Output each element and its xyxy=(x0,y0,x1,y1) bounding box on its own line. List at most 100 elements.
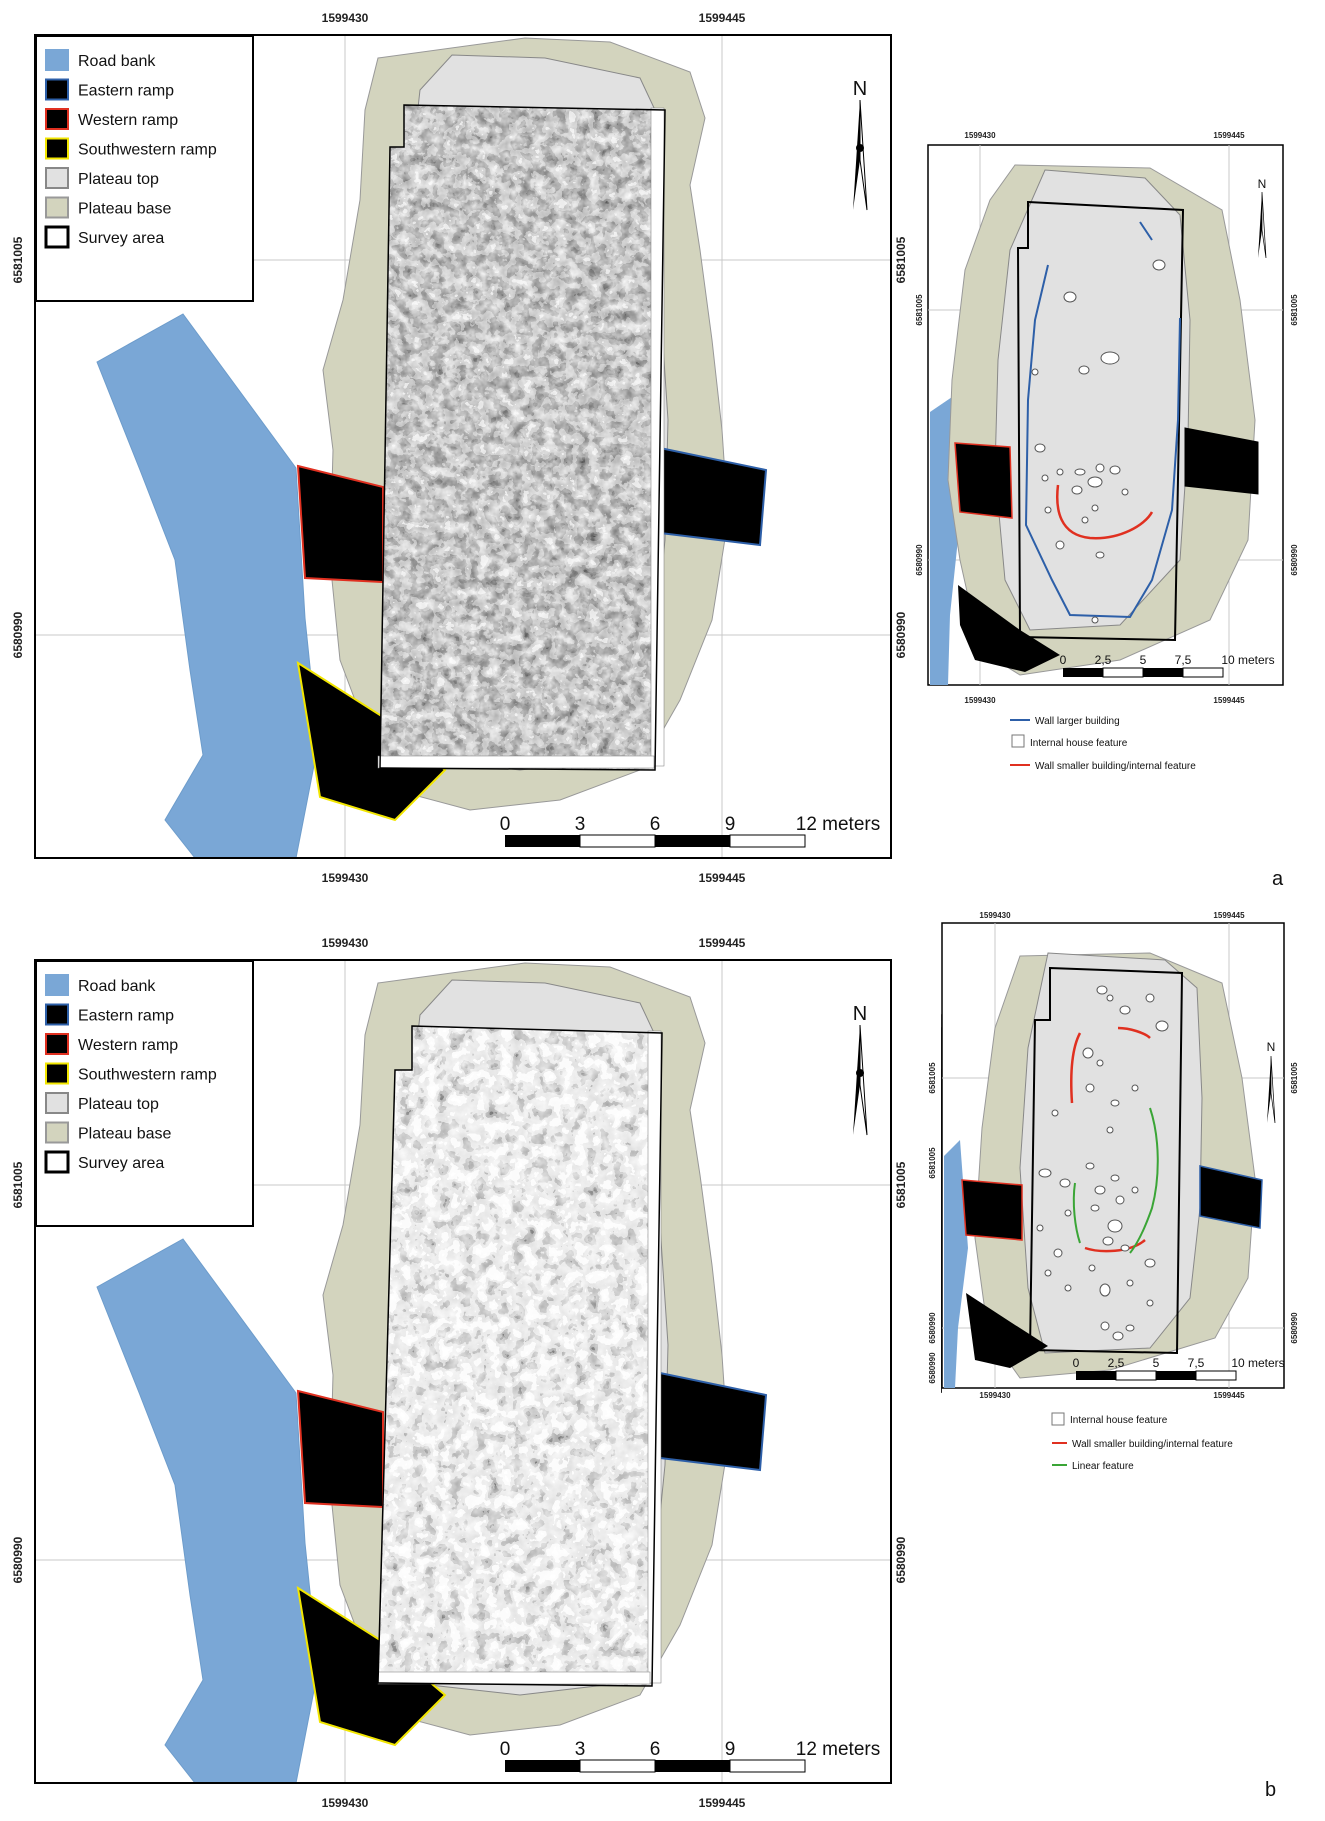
main-map-b: Road bank Eastern ramp Western ramp Southwe… xyxy=(35,960,891,1783)
inset-coord-y: 6580990 xyxy=(928,1352,937,1384)
linear-feature xyxy=(1129,1107,1159,1254)
inset-legend-item: Wall larger building xyxy=(1035,716,1120,727)
legend-label: Eastern ramp xyxy=(78,83,174,100)
panel-letter: a xyxy=(1272,868,1284,890)
inset-scale-tick: 5 xyxy=(1140,653,1147,667)
inset-scale-tick: 5 xyxy=(1153,1356,1160,1370)
coord-x-bottom-1: 1599430 xyxy=(322,871,369,885)
internal-house-features xyxy=(1036,985,1169,1341)
inset-coord-y: 6581005 xyxy=(928,1062,937,1094)
legend-swatch xyxy=(45,1033,69,1055)
legend-swatch xyxy=(45,108,69,130)
legend-label: Western ramp xyxy=(78,1037,178,1054)
southwestern-ramp xyxy=(296,660,447,822)
legend-label: Western ramp xyxy=(78,112,178,129)
coord-y-left-1: 6581005 xyxy=(11,1161,25,1208)
coord-y-right-2: 6580990 xyxy=(894,1536,908,1583)
inset-plateau-top xyxy=(1019,952,1203,1354)
inset-north-label: N xyxy=(1267,1040,1276,1054)
scale-tick: 6 xyxy=(650,1739,661,1760)
inset-legend-b: Internal house feature Wall smaller buil… xyxy=(1051,1412,1233,1472)
wall-larger-building xyxy=(1139,221,1153,241)
coord-y-left-1: 6581005 xyxy=(11,236,25,283)
scale-tick: 6 xyxy=(650,814,661,835)
legend-swatch xyxy=(45,167,69,189)
coord-x-bottom-2: 1599445 xyxy=(699,871,746,885)
legend-swatch xyxy=(45,1003,69,1026)
legend-label: Survey area xyxy=(78,1155,164,1172)
inset-eastern-ramp xyxy=(1199,1165,1263,1229)
road-bank xyxy=(96,313,319,858)
inset-legend-a: Wall larger building Internal house feat… xyxy=(1010,716,1196,772)
inset-survey-outline xyxy=(1016,200,1185,642)
survey-area-outline xyxy=(379,104,666,771)
inset-coord-y: 6580990 xyxy=(928,1312,937,1344)
inset-coord-y: 6581005 xyxy=(915,294,924,326)
legend-swatch xyxy=(44,1150,70,1174)
legend-label: Plateau top xyxy=(78,171,159,188)
scale-tick: 9 xyxy=(725,814,736,835)
coord-y-right-2: 6580990 xyxy=(894,611,908,658)
main-legend-a: Road bank Eastern ramp Western ramp Southwe… xyxy=(35,35,254,302)
wall-smaller-building xyxy=(1070,1032,1082,1104)
scale-end-label: 12 meters xyxy=(796,814,880,835)
coord-x-top-1: 1599430 xyxy=(322,11,369,25)
inset-scale-tick: 7,5 xyxy=(1175,653,1192,667)
inset-scale-tick: 2,5 xyxy=(1108,1356,1125,1370)
main-scale-bar-a: 0 3 6 9 12 meters xyxy=(500,814,880,848)
inset-western-ramp xyxy=(961,1179,1023,1241)
inset-coord-x: 1599430 xyxy=(979,1391,1011,1400)
road-bank xyxy=(96,1238,319,1783)
coord-x-top-2: 1599445 xyxy=(699,936,746,950)
scale-tick: 3 xyxy=(575,1739,586,1760)
main-legend-b: Road bank Eastern ramp Western ramp Southwe… xyxy=(35,960,254,1227)
inset-scale-end-label: 10 meters xyxy=(1221,653,1274,667)
main-map-a: Road bank Eastern ramp Western ramp Southwe… xyxy=(35,35,891,858)
wall-smaller-building xyxy=(1056,484,1154,540)
legend-swatch xyxy=(45,1062,69,1085)
north-arrow-icon: N xyxy=(853,78,868,211)
inset-legend-item: Linear feature xyxy=(1072,1461,1134,1472)
inset-north-arrow-icon: N xyxy=(1258,177,1267,259)
inset-southwestern-ramp xyxy=(966,1293,1048,1368)
panel-letter: b xyxy=(1265,1779,1276,1801)
coord-y-left-2: 6580990 xyxy=(11,611,25,658)
coord-y-right-1: 6581005 xyxy=(894,1161,908,1208)
panel-a-svg: 1599430 1599445 1599430 1599445 6581005 … xyxy=(11,11,1299,890)
coord-y-left-2: 6580990 xyxy=(11,1536,25,1583)
legend-label: Plateau top xyxy=(78,1096,159,1113)
inset-scale-bar-a: 0 2,5 5 7,5 10 meters xyxy=(1060,653,1275,678)
inset-coord-x: 1599445 xyxy=(1213,131,1245,140)
scale-tick: 0 xyxy=(500,1739,511,1760)
coord-y-right-1: 6581005 xyxy=(894,236,908,283)
legend-label: Eastern ramp xyxy=(78,1008,174,1025)
inset-road-bank xyxy=(944,1140,968,1388)
main-map-frame xyxy=(34,34,892,859)
inset-coord-y: 6581005 xyxy=(1290,294,1299,326)
inset-legend-item: Wall smaller building/internal feature xyxy=(1035,761,1196,772)
inset-north-arrow-icon: N xyxy=(1267,1040,1276,1124)
legend-swatch xyxy=(45,1121,69,1144)
legend-label: Plateau base xyxy=(78,201,172,218)
inset-scale-bar-b: 0 2,5 5 7,5 10 meters xyxy=(1073,1356,1285,1381)
inset-map-b-overlay: 1599430 1599445 1599430 1599445 6581005 … xyxy=(928,911,1302,1801)
legend-swatch xyxy=(45,1092,69,1114)
inset-western-ramp xyxy=(954,442,1013,519)
north-arrow-icon: N xyxy=(853,1003,868,1136)
legend-swatch xyxy=(45,974,69,996)
inset-coord-y: 6580990 xyxy=(1290,544,1299,576)
western-ramp xyxy=(296,464,384,584)
legend-swatch xyxy=(45,78,69,101)
inset-coord-x: 1599445 xyxy=(1213,696,1245,705)
coord-x-bottom-2: 1599445 xyxy=(699,1796,746,1810)
north-label: N xyxy=(853,78,867,100)
inset-scale-tick: 2,5 xyxy=(1095,653,1112,667)
southwestern-ramp xyxy=(296,1585,447,1747)
legend-swatch xyxy=(45,137,69,160)
survey-raster xyxy=(378,1026,662,1686)
legend-label: Road bank xyxy=(78,978,156,995)
legend-swatch xyxy=(44,225,70,249)
inset-survey-outline xyxy=(1028,966,1184,1355)
north-label: N xyxy=(853,1003,867,1025)
inset-scale-tick: 0 xyxy=(1073,1356,1080,1370)
